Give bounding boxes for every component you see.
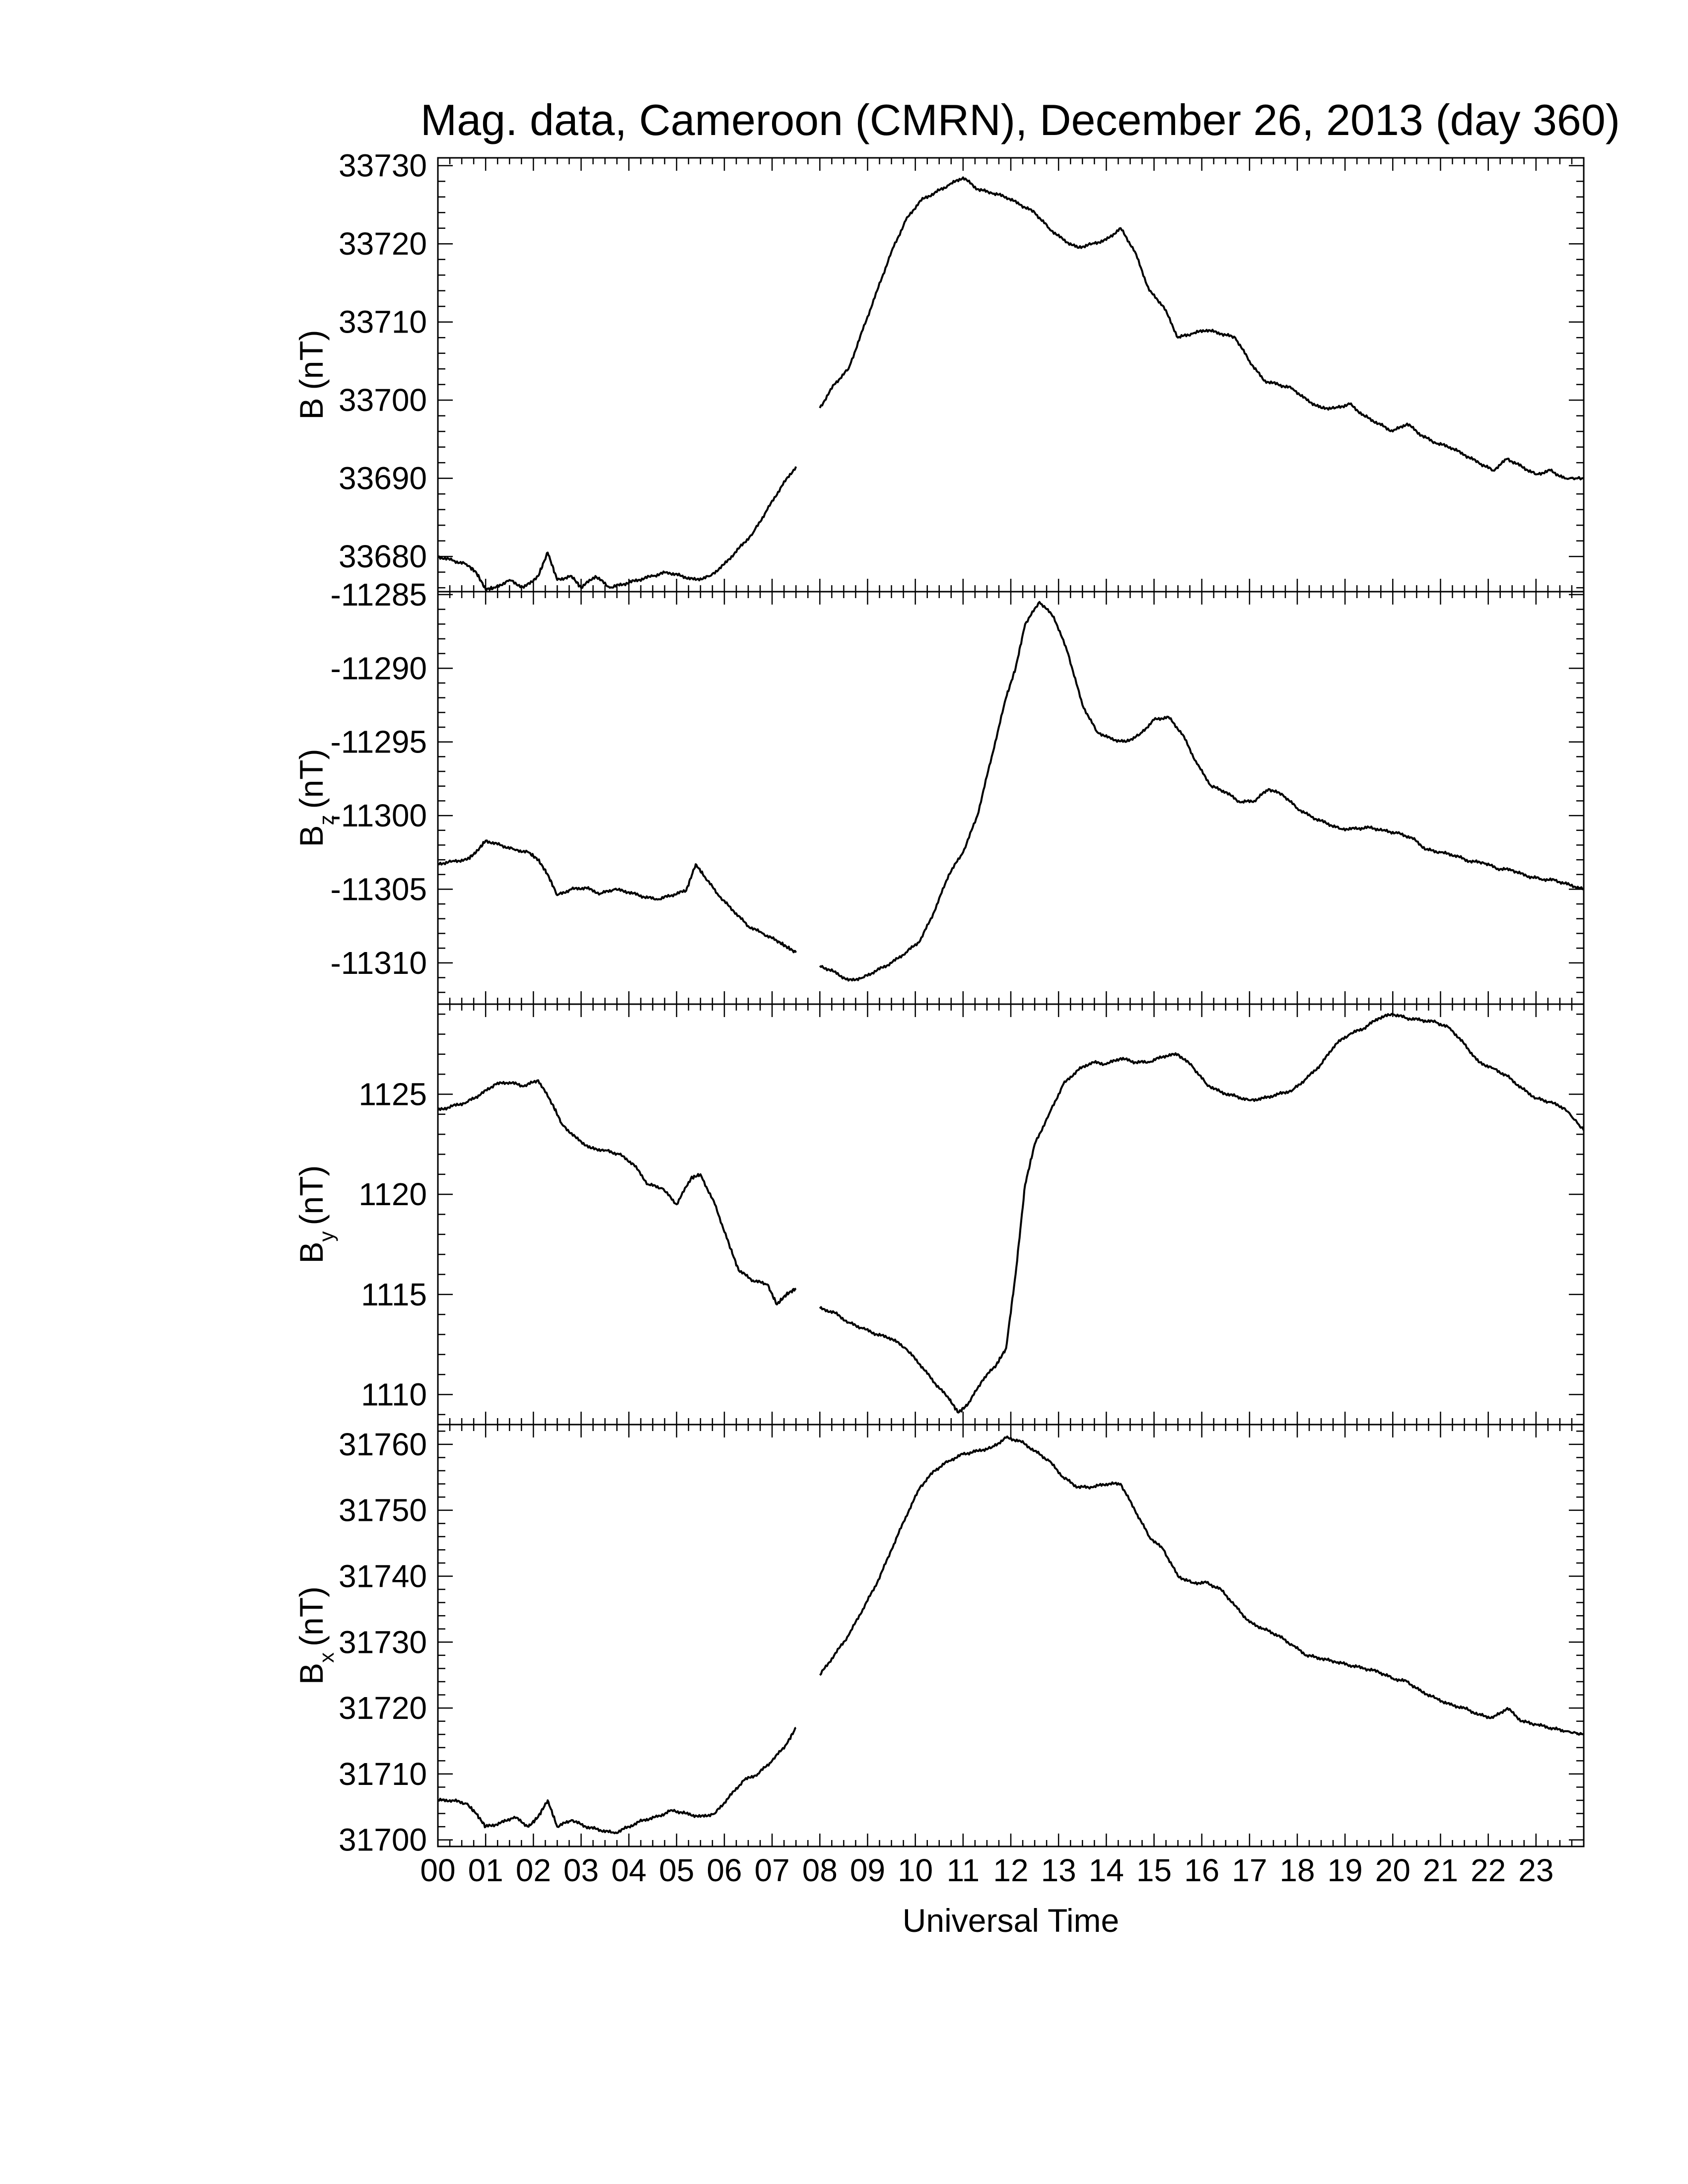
x-tick-label: 14 [1089,1852,1124,1888]
x-tick-label: 20 [1375,1852,1410,1888]
x-tick-label: 17 [1232,1852,1267,1888]
x-tick-label: 06 [706,1852,742,1888]
y-tick-label: 31750 [339,1493,427,1528]
y-tick-label: 1120 [358,1176,427,1212]
x-tick-label: 03 [563,1852,599,1888]
y-tick-label: 33710 [339,304,427,340]
panel-frame [437,157,1585,593]
x-tick-label: 19 [1328,1852,1363,1888]
y-tick-label: -11300 [330,798,427,833]
y-axis-label: B (nT) [293,330,330,419]
x-tick-label: 21 [1423,1852,1458,1888]
x-axis: Universal Time 00 01 02 03 04 05 06 07 08 09 10 11 1… [420,1852,1553,1939]
y-tick-label: 1110 [361,1377,427,1413]
x-tick-label: 05 [659,1852,694,1888]
series-line-Bz [437,601,1584,982]
panel-Bz: -11310 -11305 -11300 -11295 -11290 -11285 Bz (n… [293,577,1585,1005]
y-tick-label: 31700 [339,1822,427,1858]
x-tick-label: 11 [947,1852,980,1888]
y-axis-label-main: B [293,1241,330,1263]
panel-Bx: 31700 31710 31720 31730 31740 31750 31760 Bx (nT… [293,1424,1585,1858]
y-tick-label: 31730 [339,1624,427,1660]
y-tick-label: 1125 [358,1077,427,1112]
x-tick-label: 23 [1518,1852,1553,1888]
y-tick-label: 33680 [339,539,427,574]
y-axis-label-subscript: z [315,815,338,825]
panel-frame [437,1424,1585,1847]
panel-By: 1110 1115 1120 1125 By (nT) [293,1003,1585,1426]
y-tick-label: 33730 [339,148,427,184]
y-tick-label: 31720 [339,1690,427,1726]
y-axis-label-subscript: y [315,1231,338,1241]
y-tick-label: -11295 [330,724,427,760]
y-tick-label: -11290 [330,650,427,686]
y-axis-label-unit: (nT) [293,330,330,390]
y-tick-label: 33700 [339,382,427,418]
x-tick-label: 04 [611,1852,646,1888]
panel-B: 33680 33690 33700 33710 33720 33730 B (nT) [293,148,1585,593]
panel-frame [437,1003,1585,1426]
series-line-By [437,1013,1585,1414]
x-tick-label: 15 [1136,1852,1172,1888]
x-tick-label: 09 [850,1852,885,1888]
chart-title: Mag. data, Cameroon (CMRN), December 26,… [421,95,1620,144]
y-axis-label: Bz (nT) [293,749,338,847]
series-line-Bx [437,1435,1584,1835]
y-tick-label: 33690 [339,461,427,496]
y-axis-label-unit: (nT) [293,1586,330,1646]
panels: 336803369033700337103372033730B(nT)-1131… [293,148,1585,1858]
x-tick-label: 10 [898,1852,933,1888]
y-axis-label-main: B [293,1663,330,1685]
x-tick-label: 12 [993,1852,1028,1888]
x-tick-label: 13 [1041,1852,1076,1888]
x-tick-label: 01 [468,1852,503,1888]
y-tick-label: 31760 [339,1427,427,1462]
y-tick-label: -11305 [330,872,427,907]
y-tick-label: -11310 [330,945,427,981]
series-line-B [438,176,1584,591]
y-axis-label-main: B [293,398,330,419]
x-tick-label: 22 [1471,1852,1506,1888]
x-tick-label: 16 [1184,1852,1219,1888]
y-tick-label: -11285 [330,577,427,613]
panel-frame [437,591,1585,1005]
y-axis-label-unit: (nT) [293,1165,330,1225]
y-axis-label-subscript: x [315,1652,338,1663]
y-tick-label: 33720 [339,226,427,262]
y-axis-label-main: B [293,825,330,847]
y-axis-label-unit: (nT) [293,749,330,809]
y-tick-label: 31710 [339,1756,427,1792]
x-tick-label: 08 [802,1852,838,1888]
y-tick-label: 31740 [339,1558,427,1594]
x-tick-label: 07 [755,1852,790,1888]
x-tick-label: 00 [420,1852,455,1888]
x-axis-label: Universal Time [903,1902,1119,1939]
y-tick-label: 1115 [361,1277,427,1312]
y-axis-label: Bx (nT) [293,1586,338,1685]
x-tick-label: 02 [516,1852,551,1888]
y-axis-label: By (nT) [293,1165,338,1263]
x-tick-label: 18 [1279,1852,1315,1888]
